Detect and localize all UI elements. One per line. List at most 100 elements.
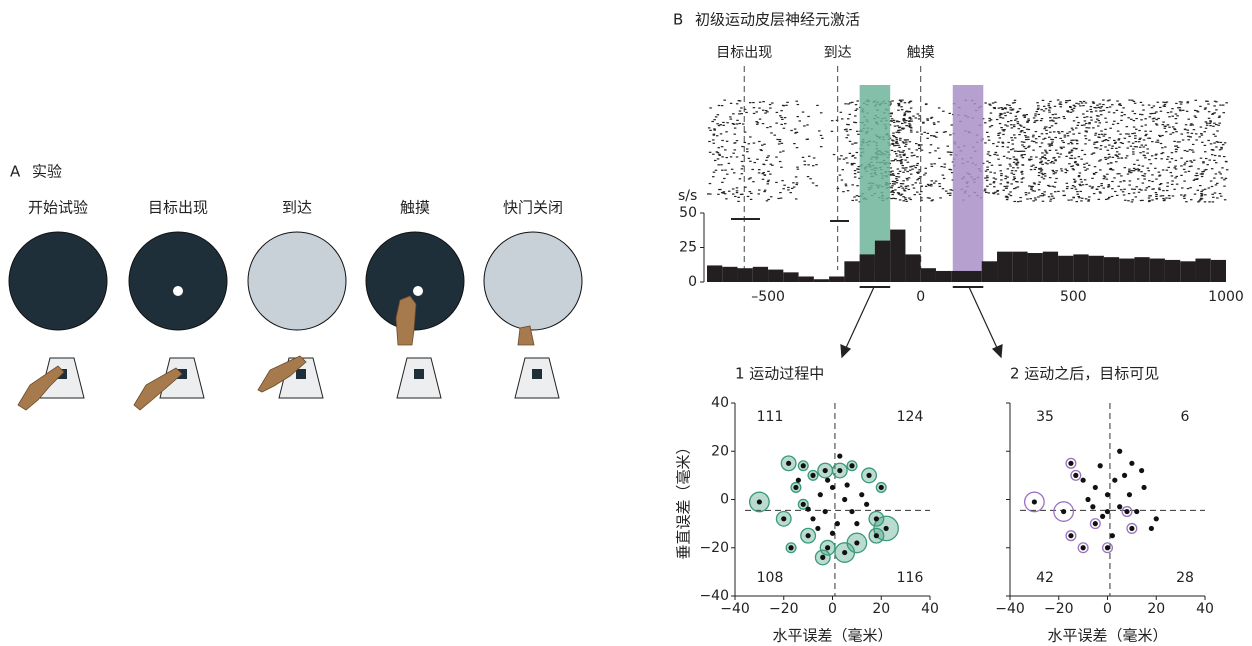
arrow [844, 286, 875, 351]
histogram-bar [920, 268, 936, 282]
histogram-bar [798, 276, 814, 282]
error-point [842, 549, 848, 556]
error-point [829, 484, 836, 491]
response-ring [1065, 457, 1077, 469]
error-point [810, 472, 816, 478]
histogram-bar [1088, 255, 1104, 282]
x-tick-label: 0 [1103, 601, 1112, 617]
response-ring [1023, 491, 1045, 513]
error-point [849, 463, 855, 469]
error-point [854, 540, 860, 546]
quadrant-count: 42 [1036, 570, 1054, 586]
error-point [788, 545, 794, 551]
arrowhead [991, 344, 1003, 359]
error-point [825, 477, 831, 483]
error-point [849, 508, 855, 515]
x-tick-label: 0 [828, 601, 837, 617]
histogram-bar [1195, 258, 1211, 282]
pad-square [296, 369, 306, 379]
error-point [756, 499, 762, 505]
x-axis-label: 水平误差（毫米） [772, 627, 892, 645]
error-point [1080, 477, 1086, 483]
error-point [837, 453, 843, 459]
error-point [1031, 499, 1037, 505]
error-point [1061, 508, 1067, 515]
hand [395, 295, 417, 346]
histogram-bar [905, 254, 921, 282]
y-tick-label: 20 [711, 443, 729, 459]
error-point [1109, 533, 1115, 539]
histogram-bar [829, 276, 845, 282]
hand [257, 355, 307, 393]
error-point [1129, 460, 1135, 466]
arrow [968, 286, 999, 351]
screen [483, 231, 583, 331]
target [413, 286, 423, 296]
error-point [1104, 508, 1111, 515]
error-point [829, 530, 836, 536]
quadrant-count: 108 [757, 570, 784, 586]
time-window [952, 85, 984, 271]
error-point [873, 533, 879, 539]
error-point [1092, 521, 1098, 527]
x-tick-label: 40 [921, 601, 939, 617]
error-point [859, 492, 865, 498]
histogram-bar [783, 272, 799, 282]
histogram-bar [874, 240, 891, 282]
response-ring [1065, 530, 1077, 542]
response-ring [1077, 542, 1089, 554]
error-point [1134, 508, 1140, 515]
screen [128, 231, 228, 331]
hand [133, 367, 183, 411]
histogram-bar [1164, 259, 1181, 282]
histogram-bar [1134, 257, 1150, 282]
quadrant-count: 116 [897, 570, 924, 586]
error-point [1085, 496, 1091, 503]
step-label: 开始试验 [28, 199, 88, 217]
histogram-bar [981, 261, 998, 282]
event-label: 到达 [824, 45, 852, 61]
histogram-bar [813, 279, 830, 282]
screen [8, 231, 108, 331]
x-tick-label: 0 [916, 289, 925, 305]
histogram-bar [1012, 251, 1028, 282]
error-point [815, 525, 821, 532]
histogram-bar [768, 269, 784, 282]
histogram-bar [1027, 253, 1043, 282]
error-point [1148, 525, 1154, 532]
histogram-bar [737, 268, 753, 282]
x-axis-label: 水平误差（毫米） [1047, 627, 1167, 645]
event-label: 目标出现 [716, 45, 772, 61]
error-point [786, 460, 792, 466]
panel-title: 实验 [32, 163, 62, 181]
histogram-bar [722, 266, 738, 282]
histogram-bar [752, 266, 769, 282]
x-tick-label: 40 [1196, 601, 1214, 617]
error-point [1097, 463, 1103, 469]
step-label: 到达 [282, 199, 312, 217]
error-point [1112, 477, 1118, 483]
error-point [1139, 467, 1145, 474]
panel-letter: B [673, 11, 683, 29]
step-label: 触摸 [400, 199, 430, 217]
error-point [817, 492, 823, 498]
error-point [864, 501, 870, 507]
x-tick-label: 20 [1147, 601, 1165, 617]
response-ring [1126, 522, 1138, 534]
histogram-bar [1103, 257, 1120, 282]
response-ring [1053, 501, 1075, 522]
panel-title: 初级运动皮层神经元激活 [695, 11, 860, 29]
error-point [878, 484, 884, 491]
error-point [1092, 484, 1098, 491]
x-tick-label: −40 [995, 601, 1025, 617]
y-tick-label: 40 [711, 395, 729, 411]
y-tick-label: 0 [688, 274, 697, 290]
panel-title: 2 运动之后，目标可见 [1010, 365, 1159, 383]
histogram-bar [1180, 261, 1196, 282]
error-point [1129, 525, 1135, 532]
histogram-bar [1042, 251, 1059, 282]
histogram-bar [997, 251, 1013, 282]
panel-letter: A [10, 163, 21, 181]
x-tick-label: −20 [1044, 601, 1074, 617]
event-label: 触摸 [907, 45, 935, 61]
